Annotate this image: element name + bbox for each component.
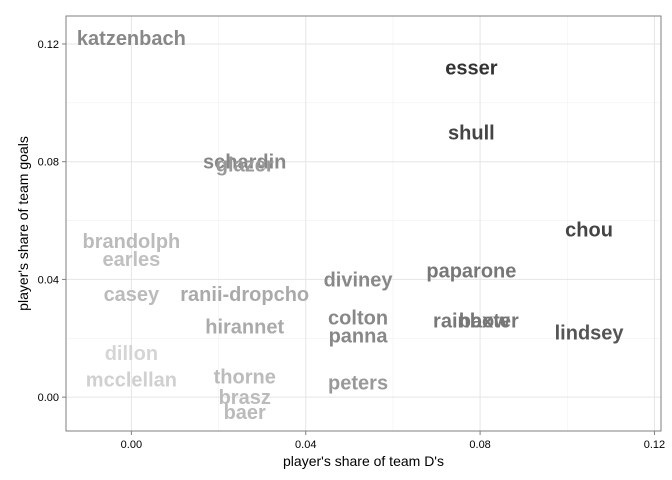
y-tick-label: 0.04 <box>38 274 59 286</box>
y-tick-label: 0.00 <box>38 392 59 404</box>
y-axis-title: player's share of team goals <box>15 136 31 311</box>
point-label-ranii-dropcho: ranii-dropcho <box>180 284 309 306</box>
point-label-hirannet: hirannet <box>205 317 284 339</box>
point-label-peters: peters <box>328 372 388 394</box>
point-label-casey: casey <box>104 284 160 306</box>
point-label-baxter: baxter <box>459 311 519 333</box>
x-tick-label: 0.04 <box>295 439 316 451</box>
point-label-katzenbach: katzenbach <box>77 28 186 50</box>
y-tick-label: 0.12 <box>38 39 59 51</box>
x-tick-label: 0.00 <box>121 439 142 451</box>
x-tick-label: 0.08 <box>469 439 490 451</box>
y-tick-label: 0.08 <box>38 157 59 169</box>
x-axis-title: player's share of team D's <box>283 453 444 469</box>
point-label-baer: baer <box>224 402 266 424</box>
point-label-mcclellan: mcclellan <box>86 369 177 391</box>
point-label-esser: esser <box>445 58 497 80</box>
point-label-panna: panna <box>329 325 389 347</box>
point-label-thorne: thorne <box>214 367 276 389</box>
point-label-shull: shull <box>448 122 495 144</box>
point-label-glazer: glazer <box>216 155 274 177</box>
x-tick-label: 0.12 <box>644 439 665 451</box>
point-label-lindsey: lindsey <box>555 322 625 344</box>
point-label-chou: chou <box>565 219 613 241</box>
point-label-earles: earles <box>102 249 160 271</box>
point-label-diviney: diviney <box>324 269 394 291</box>
point-label-paparone: paparone <box>426 261 516 283</box>
point-label-dillon: dillon <box>105 343 158 365</box>
